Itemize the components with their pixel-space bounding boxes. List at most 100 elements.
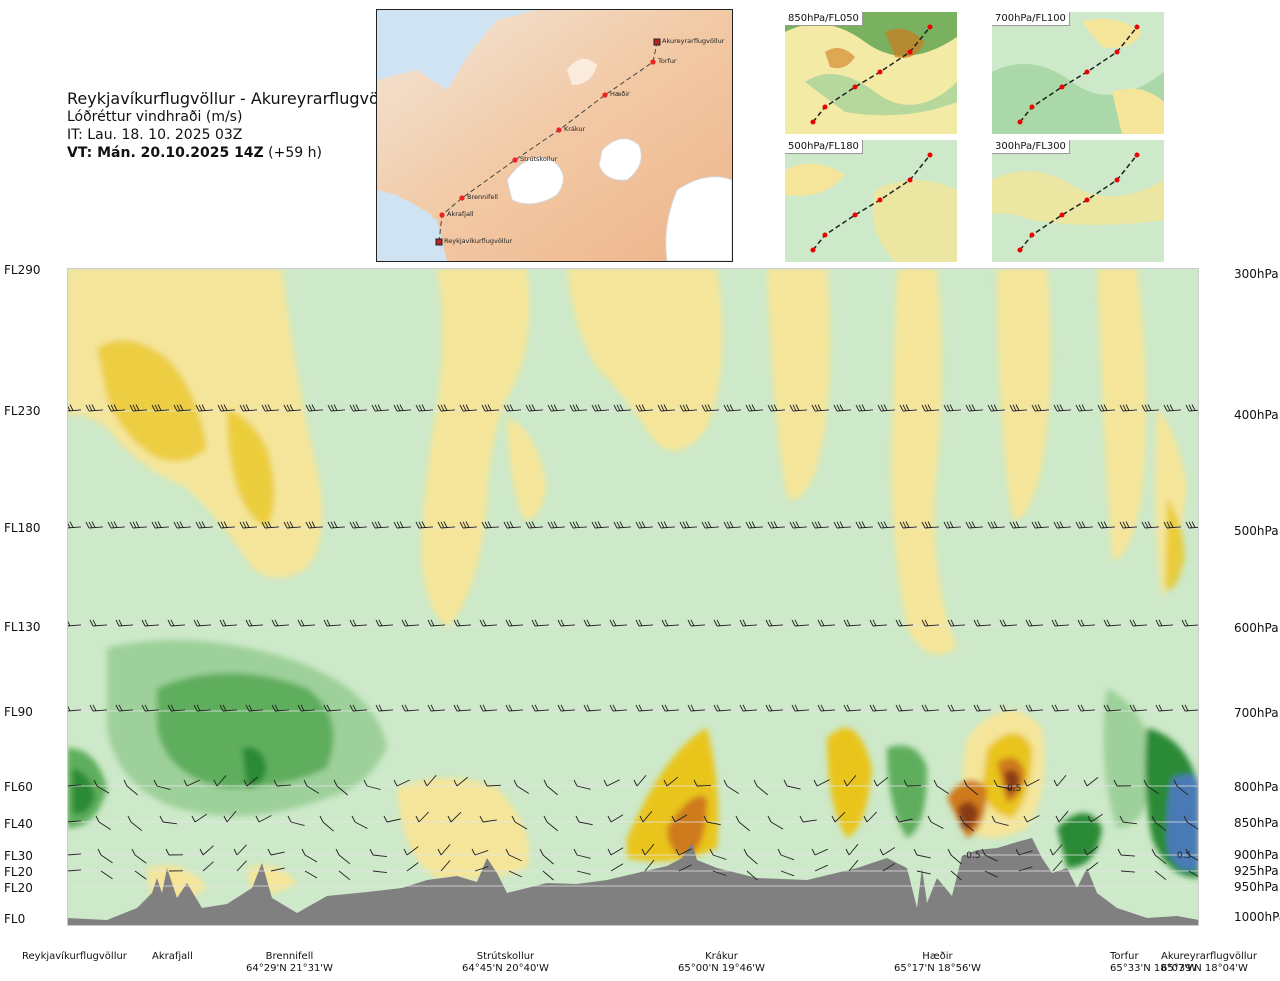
wind-barb-161 (193, 619, 212, 627)
p-label-300: 300hPa (1234, 267, 1279, 281)
route-point-label-7: Reykjavíkurflugvöllur (444, 237, 513, 245)
wind-barb-179 (661, 619, 680, 627)
wind-barb-81 (701, 404, 720, 412)
wind-barb-82 (723, 404, 742, 412)
wind-barb-251 (273, 779, 292, 787)
wind-barb-103 (1185, 404, 1199, 412)
wind-barb-250 (243, 776, 258, 787)
issue-time: IT: Lau. 18. 10. 2025 03Z (67, 127, 243, 143)
p-label-400: 400hPa (1234, 408, 1279, 422)
wind-barb-241 (1129, 704, 1148, 712)
wind-barb-285 (159, 815, 177, 825)
wind-barb-55 (129, 404, 148, 412)
wind-barb-178 (635, 619, 654, 627)
wind-barb-175 (557, 619, 576, 627)
wind-barb-357 (236, 860, 247, 872)
route-marker-1 (650, 59, 656, 65)
wind-barb-317 (1183, 815, 1199, 830)
wind-barb-189 (921, 619, 940, 627)
wind-barb-187 (869, 619, 888, 627)
route-marker-0 (653, 38, 661, 46)
wind-barb-269 (813, 779, 830, 787)
wind-barb-254 (363, 779, 381, 790)
wind-barb-350 (1151, 848, 1167, 865)
wind-barb-98 (1075, 404, 1094, 412)
wind-barb-365 (508, 870, 522, 878)
p-label-600: 600hPa (1234, 621, 1279, 635)
wind-barb-211 (349, 704, 368, 712)
contour-label-b: -0.5 (963, 851, 981, 861)
wind-barb-344 (947, 848, 962, 865)
wind-barb-227 (765, 704, 784, 712)
wind-barb-176 (583, 619, 602, 627)
wind-barb-341 (845, 843, 859, 856)
wind-barb-193 (1025, 619, 1044, 627)
p-label-900: 900hPa (1234, 848, 1279, 862)
wind-barb-243 (1181, 704, 1199, 712)
wind-barb-86 (811, 404, 830, 412)
wind-barb-345 (981, 848, 998, 862)
wind-barb-142 (899, 521, 918, 529)
wind-barb-138 (811, 521, 830, 529)
wind-barb-209 (297, 704, 316, 712)
contour-label-c: 0.5 (1177, 851, 1191, 861)
wind-barb-147 (1009, 521, 1028, 529)
wind-barb-183 (765, 619, 784, 627)
wind-barb-165 (297, 619, 316, 627)
wind-barb-375 (848, 859, 859, 872)
wind-barb-275 (993, 779, 1011, 790)
wind-barb-286 (191, 813, 207, 823)
wind-barb-152 (1119, 521, 1138, 529)
wind-barb-59 (217, 404, 236, 412)
wind-barb-112 (239, 521, 258, 529)
wind-barb-340 (811, 848, 828, 856)
wind-barb-206 (219, 704, 238, 712)
wind-barb-306 (831, 811, 846, 823)
wind-barb-54 (107, 404, 126, 412)
wind-barb-266 (723, 779, 740, 794)
p-label-800: 800hPa (1234, 780, 1279, 794)
wind-barb-261 (573, 779, 591, 790)
wind-barb-327 (369, 848, 387, 858)
wind-barb-320 (131, 848, 147, 864)
wind-barb-334 (607, 847, 624, 856)
wind-barb-53 (85, 404, 104, 412)
wind-barb-113 (261, 521, 280, 529)
route-point-label-1: Torfur (657, 57, 677, 65)
wind-barb-264 (663, 776, 679, 787)
wind-barb-272 (903, 779, 922, 787)
wind-barb-291 (351, 815, 368, 829)
fl-label-20a: FL20 (4, 865, 33, 879)
station-brennifell-coord: 64°29'N 21°31'W (246, 963, 333, 974)
wind-barb-71 (481, 404, 500, 412)
wind-barb-210 (323, 704, 342, 712)
route-point-label-4: Strútskollur (520, 155, 558, 163)
route-marker-3 (556, 127, 562, 133)
wind-barb-67 (393, 404, 412, 412)
p-label-1000: 1000hPa (1234, 910, 1280, 924)
wind-barb-288 (255, 815, 272, 823)
wind-barb-351 (1185, 848, 1199, 862)
wind-barb-373 (780, 870, 795, 877)
wind-barb-294 (447, 811, 462, 823)
wind-barb-310 (959, 815, 974, 832)
plot-frame (67, 268, 1199, 926)
wind-barb-127 (569, 521, 588, 529)
wind-barb-128 (591, 521, 610, 529)
wind-barb-342 (879, 847, 896, 856)
wind-barb-181 (713, 619, 732, 627)
wind-barb-69 (437, 404, 456, 412)
wind-barb-253 (333, 779, 348, 796)
wind-barb-182 (739, 619, 758, 627)
wind-barb-146 (987, 521, 1006, 529)
wind-barb-169 (401, 619, 420, 627)
wind-barb-366 (542, 870, 554, 881)
wind-barb-85 (789, 404, 808, 412)
wind-barb-221 (609, 704, 628, 712)
wind-barb-222 (635, 704, 654, 712)
wind-barb-203 (141, 704, 160, 712)
wind-barb-172 (479, 619, 498, 627)
wind-barb-318 (67, 853, 82, 856)
wind-barb-361 (372, 870, 387, 874)
wind-barb-191 (973, 619, 992, 627)
